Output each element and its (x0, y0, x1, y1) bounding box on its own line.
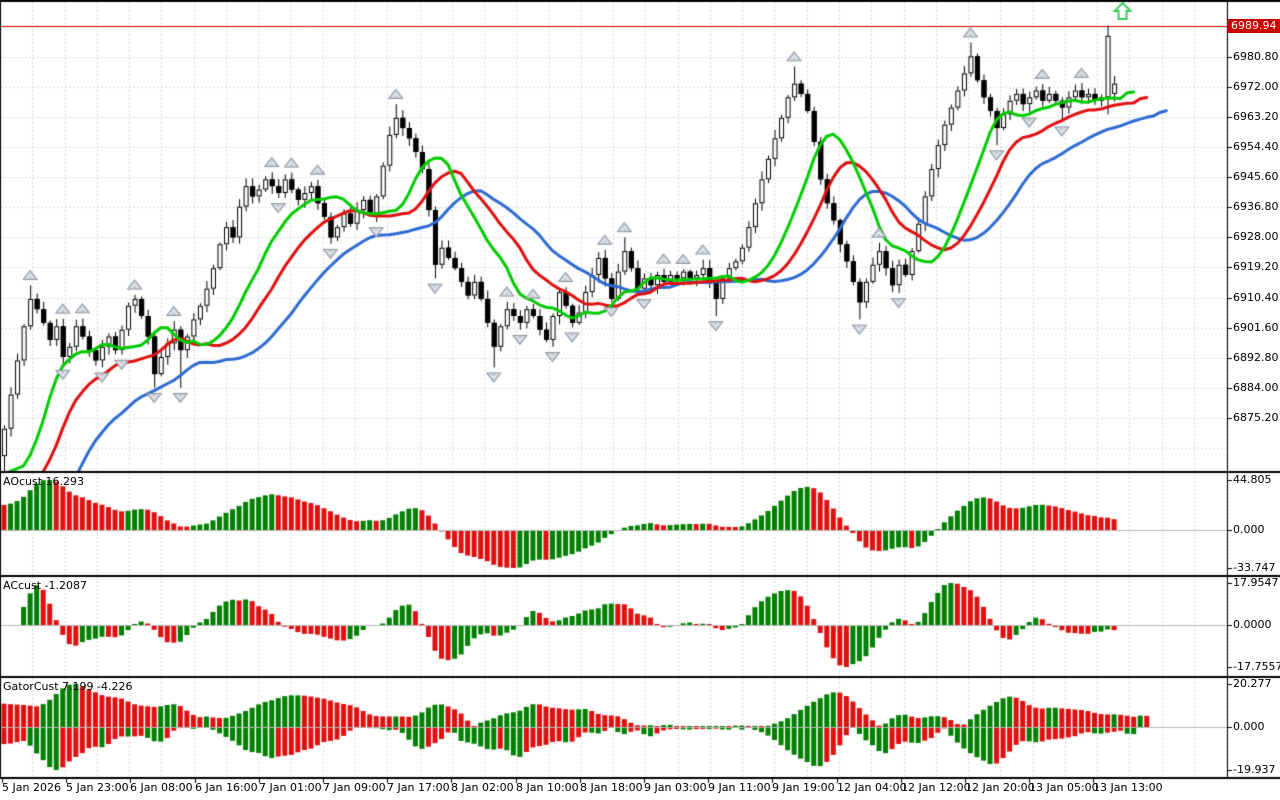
time-axis-label: 8 Jan 10:00 (516, 781, 579, 794)
price-axis-label: 6936.80 (1233, 200, 1279, 213)
indicator-axis-label: 0.000 (1233, 523, 1265, 536)
price-axis-label: 6910.40 (1233, 291, 1279, 304)
indicator-axis-label: 0.0000 (1233, 618, 1272, 631)
time-axis-label: 5 Jan 2026 (2, 781, 61, 794)
time-axis-label: 9 Jan 11:00 (708, 781, 771, 794)
price-axis-label: 6892.80 (1233, 351, 1279, 364)
price-axis-label: 6901.60 (1233, 321, 1279, 334)
price-axis-label: 6875.20 (1233, 411, 1279, 424)
time-axis-label: 7 Jan 01:00 (259, 781, 322, 794)
price-axis-label: 6945.60 (1233, 170, 1279, 183)
time-axis-label: 7 Jan 09:00 (323, 781, 386, 794)
time-axis-label: 13 Jan 05:00 (1029, 781, 1099, 794)
time-axis-label: 8 Jan 02:00 (451, 781, 514, 794)
indicator-axis-label: -19.937 (1233, 763, 1276, 776)
time-axis-label: 12 Jan 20:00 (965, 781, 1035, 794)
time-axis-label: 12 Jan 12:00 (901, 781, 971, 794)
price-axis-label: 6919.20 (1233, 260, 1279, 273)
indicator-axis-label: 44.805 (1233, 473, 1272, 486)
indicator-axis-label: 0.000 (1233, 720, 1265, 733)
price-axis-label: 6980.80 (1233, 50, 1279, 63)
indicator-axis-label: -17.7557 (1233, 660, 1280, 673)
time-axis-label: 9 Jan 03:00 (644, 781, 707, 794)
price-axis-label: 6954.40 (1233, 140, 1279, 153)
price-line-badge: 6989.94 (1228, 19, 1280, 33)
price-axis-label: 6972.00 (1233, 80, 1279, 93)
time-axis-label: 8 Jan 18:00 (580, 781, 643, 794)
price-axis-label: 6884.00 (1233, 381, 1279, 394)
time-axis-label: 5 Jan 23:00 (66, 781, 129, 794)
indicator-title-ac: ACcust -1.2087 (3, 579, 88, 592)
indicator-title-ao: AOcust 16.293 (3, 475, 85, 488)
indicator-axis-label: 20.277 (1233, 677, 1272, 690)
price-axis-label: 6963.20 (1233, 110, 1279, 123)
indicator-title-gator: GatorCust 7.199 -4.226 (3, 680, 133, 693)
price-axis-label: 6928.00 (1233, 230, 1279, 243)
time-axis-label: 13 Jan 13:00 (1093, 781, 1163, 794)
time-axis-label: 9 Jan 19:00 (772, 781, 835, 794)
indicator-axis-label: 17.9547 (1233, 576, 1279, 589)
time-axis-label: 12 Jan 04:00 (837, 781, 907, 794)
time-axis-label: 6 Jan 16:00 (195, 781, 258, 794)
time-axis-label: 7 Jan 17:00 (387, 781, 450, 794)
time-axis-label: 6 Jan 08:00 (130, 781, 193, 794)
indicator-axis-label: -33.747 (1233, 561, 1276, 574)
